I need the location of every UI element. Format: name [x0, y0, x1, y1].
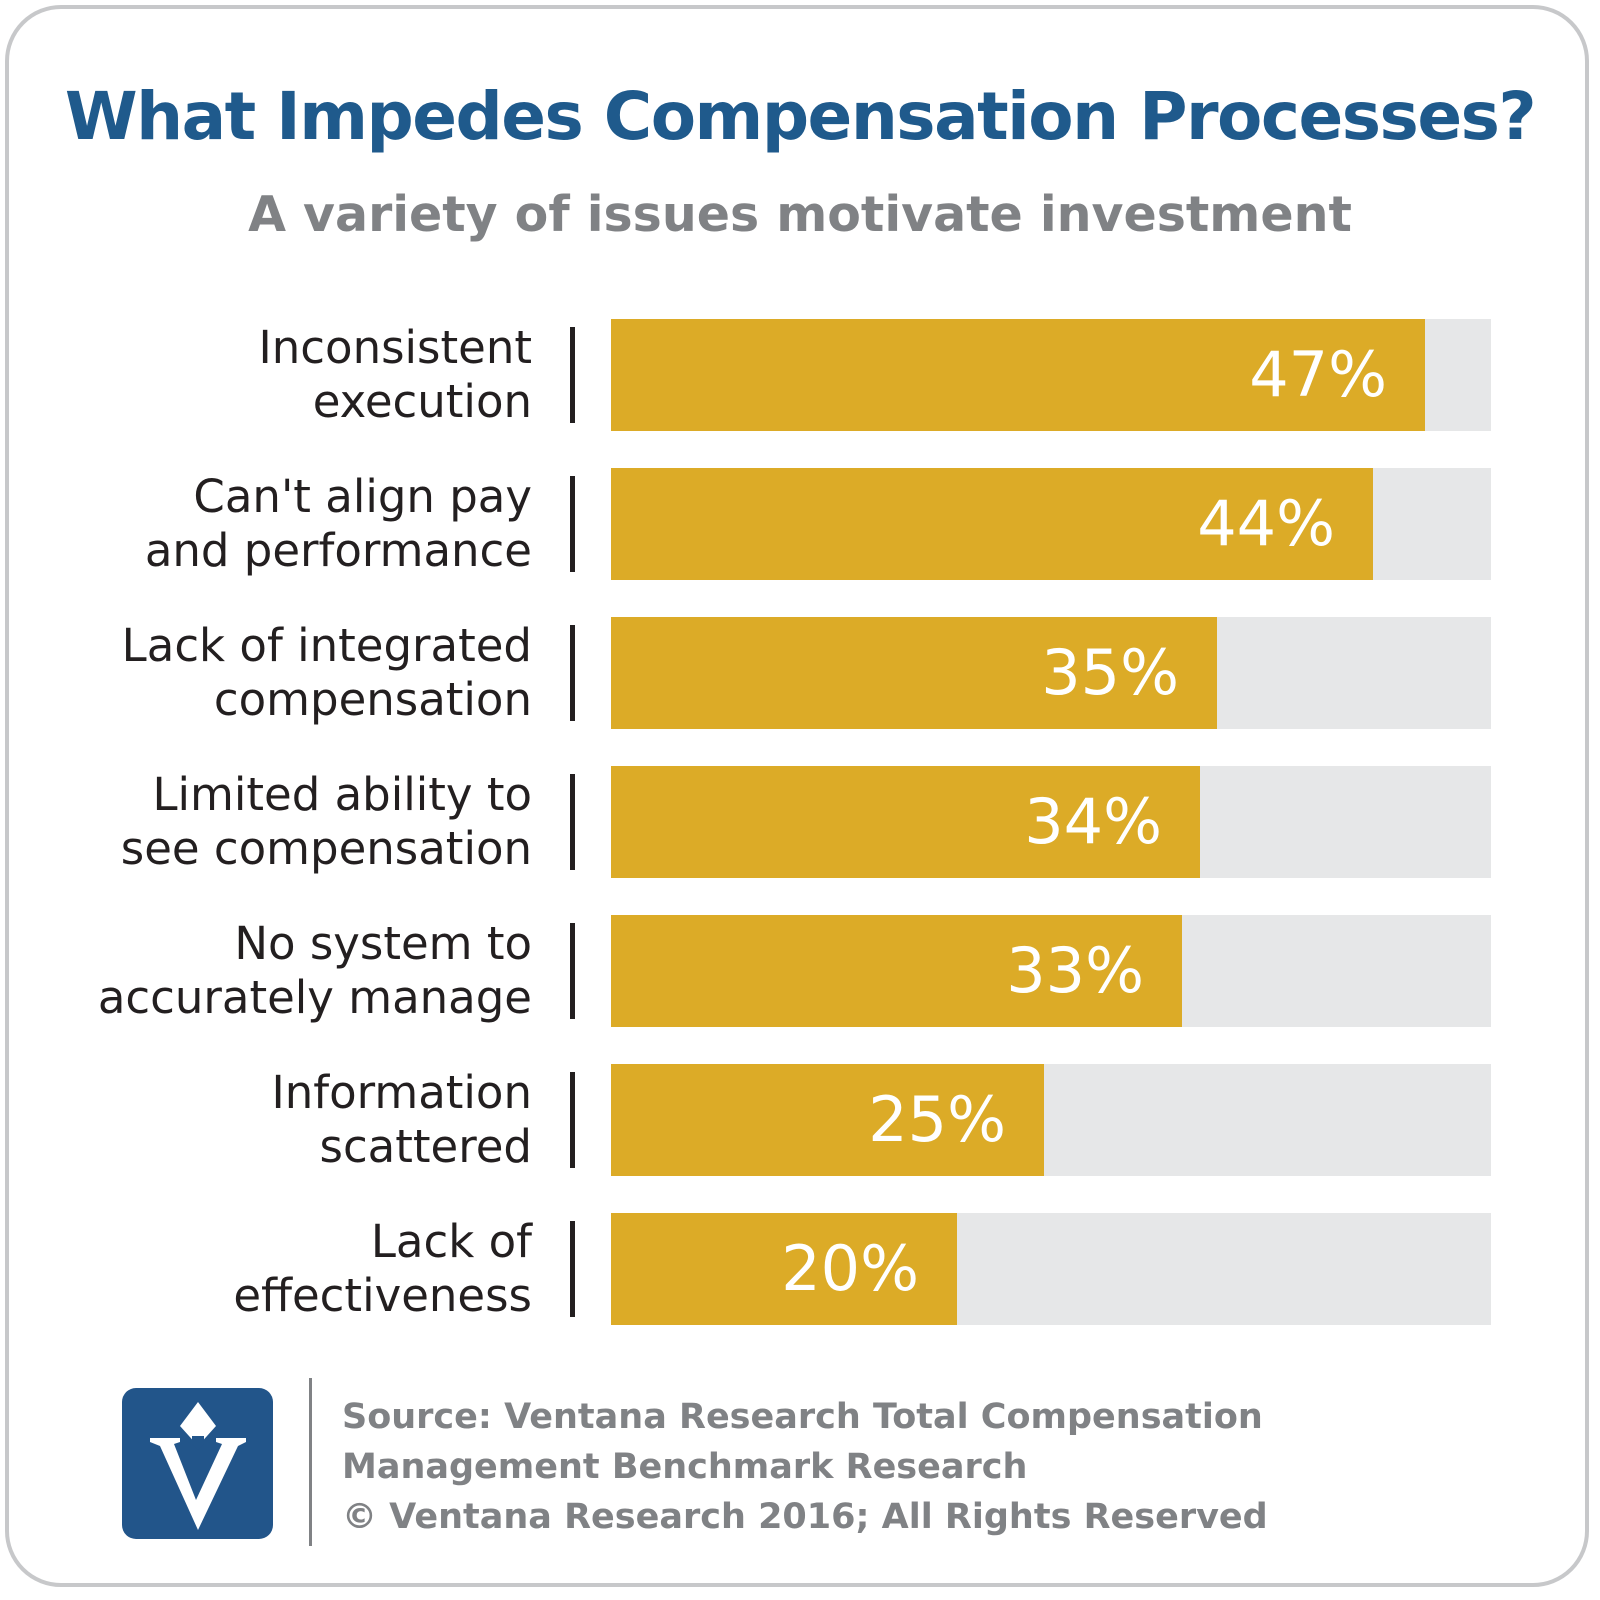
category-label-line: and performance — [144, 524, 532, 577]
category-label-line: Can't align pay — [193, 470, 532, 523]
bar — [611, 617, 1217, 729]
ventana-logo-icon — [122, 1388, 273, 1539]
category-label: Lack of effectiveness — [12, 1215, 532, 1323]
bar-track: 20% — [611, 1213, 1491, 1325]
category-label-line: Inconsistent — [258, 321, 532, 374]
category-label: Information scattered — [12, 1066, 533, 1174]
bar-value-label: 25% — [868, 1083, 1006, 1156]
category-label-line: effectiveness — [233, 1269, 532, 1322]
category-label-line: Lack of integrated — [121, 619, 532, 672]
bar-value-label: 35% — [1041, 636, 1179, 709]
category-label-line: Information — [271, 1066, 533, 1119]
bar — [611, 1064, 1044, 1176]
bar-track: 47% — [611, 319, 1491, 431]
category-label-line: Limited ability to — [152, 768, 532, 821]
category-label-line: see compensation — [120, 822, 532, 875]
category-separator — [570, 476, 575, 572]
category-label: Limited ability to see compensation — [12, 768, 532, 876]
bar-value-label: 34% — [1024, 785, 1162, 858]
category-separator — [570, 327, 575, 423]
bar-value-label: 44% — [1197, 487, 1335, 560]
bar-value-label: 47% — [1249, 338, 1387, 411]
category-label: Can't align pay and performance — [12, 470, 532, 578]
bar-track: 35% — [611, 617, 1491, 729]
category-label-line: Lack of — [370, 1215, 532, 1268]
category-label-line: compensation — [213, 673, 532, 726]
bar-track: 34% — [611, 766, 1491, 878]
category-label-line: No system to — [234, 917, 532, 970]
category-label: Lack of integrated compensation — [12, 619, 532, 727]
bar-value-label: 33% — [1006, 934, 1144, 1007]
source-line-2: Management Benchmark Research — [342, 1447, 1028, 1487]
chart-title: What Impedes Compensation Processes? — [64, 78, 1537, 155]
category-label: Inconsistent execution — [12, 321, 532, 429]
copyright-line: © Ventana Research 2016; All Rights Rese… — [342, 1497, 1268, 1537]
category-separator — [570, 923, 575, 1019]
bar — [611, 766, 1200, 878]
bar-value-label: 20% — [781, 1232, 919, 1305]
bar — [611, 915, 1182, 1027]
bar — [611, 468, 1373, 580]
bar — [611, 319, 1425, 431]
footer-divider — [309, 1378, 312, 1546]
v-logo-glyph-icon — [150, 1402, 246, 1530]
category-separator — [570, 1072, 575, 1168]
source-line-1: Source: Ventana Research Total Compensat… — [342, 1397, 1263, 1437]
category-separator — [570, 1221, 575, 1317]
bar — [611, 1213, 957, 1325]
category-label-line: scattered — [319, 1120, 533, 1173]
category-label-line: execution — [312, 375, 532, 428]
category-label: No system to accurately manage — [12, 917, 532, 1025]
bar-track: 44% — [611, 468, 1491, 580]
source-note: Source: Ventana Research Total Compensat… — [342, 1392, 1342, 1542]
chart-subtitle: A variety of issues motivate investment — [248, 186, 1352, 243]
category-separator — [570, 774, 575, 870]
bar-track: 33% — [611, 915, 1491, 1027]
bar-track: 25% — [611, 1064, 1491, 1176]
category-separator — [570, 625, 575, 721]
category-label-line: accurately manage — [97, 971, 532, 1024]
